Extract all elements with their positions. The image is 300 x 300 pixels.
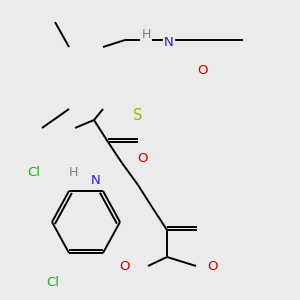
Text: O: O <box>138 152 148 164</box>
Text: N: N <box>164 37 174 50</box>
Text: N: N <box>91 173 101 187</box>
Text: O: O <box>120 260 130 272</box>
Text: Cl: Cl <box>46 275 59 289</box>
Text: O: O <box>207 260 217 272</box>
Text: Cl: Cl <box>28 166 40 178</box>
Text: H: H <box>141 28 151 40</box>
Text: O: O <box>197 64 207 76</box>
Text: H: H <box>68 166 78 178</box>
Text: S: S <box>133 107 143 122</box>
